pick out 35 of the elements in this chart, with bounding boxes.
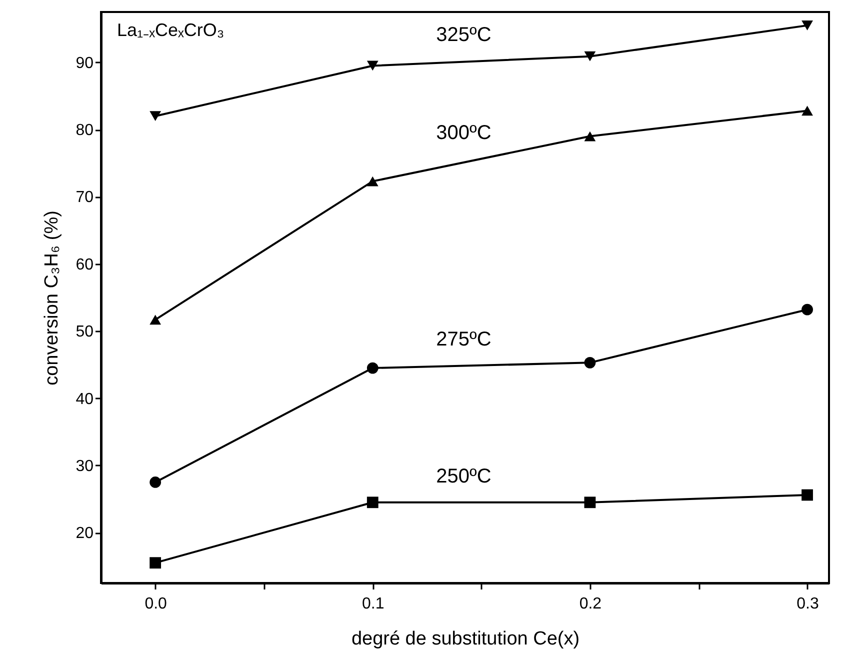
- point: [150, 111, 162, 122]
- series-label: 325ºC: [436, 24, 492, 46]
- y-tick-label: 40: [76, 390, 94, 408]
- point: [802, 489, 813, 501]
- y-tick-label: 20: [76, 525, 94, 542]
- point: [802, 304, 813, 316]
- y-axis-title: conversion C₃H₆ (%): [42, 210, 63, 386]
- x-tick-label: 0.3: [796, 596, 819, 612]
- y-tick-label: 30: [76, 458, 94, 475]
- x-tick-label: 0.0: [144, 596, 168, 612]
- x-tick-label: 0.2: [579, 596, 602, 612]
- series-label: 275ºC: [436, 328, 492, 350]
- point: [584, 51, 596, 62]
- point: [150, 557, 162, 569]
- point: [584, 356, 596, 368]
- annotation: La₁₋ₓCeₓCrO₃: [117, 20, 224, 40]
- point: [584, 496, 596, 508]
- point: [366, 176, 378, 186]
- point: [584, 131, 596, 142]
- series-label: 250ºC: [436, 465, 492, 488]
- series-label: 300ºC: [436, 122, 492, 144]
- point: [150, 476, 162, 488]
- point: [802, 106, 813, 116]
- y-tick-label: 80: [76, 122, 94, 140]
- point: [150, 314, 162, 325]
- y-tick-label: 90: [76, 54, 94, 72]
- x-tick-label: 0.1: [362, 596, 384, 612]
- point: [366, 362, 378, 374]
- x-axis-title: degré de substitution Ce(x): [351, 628, 580, 650]
- y-tick-label: 60: [76, 256, 94, 274]
- y-tick-label: 50: [76, 324, 94, 341]
- point: [366, 60, 378, 71]
- point: [802, 20, 813, 30]
- point: [366, 496, 378, 508]
- y-tick-label: 70: [76, 189, 94, 206]
